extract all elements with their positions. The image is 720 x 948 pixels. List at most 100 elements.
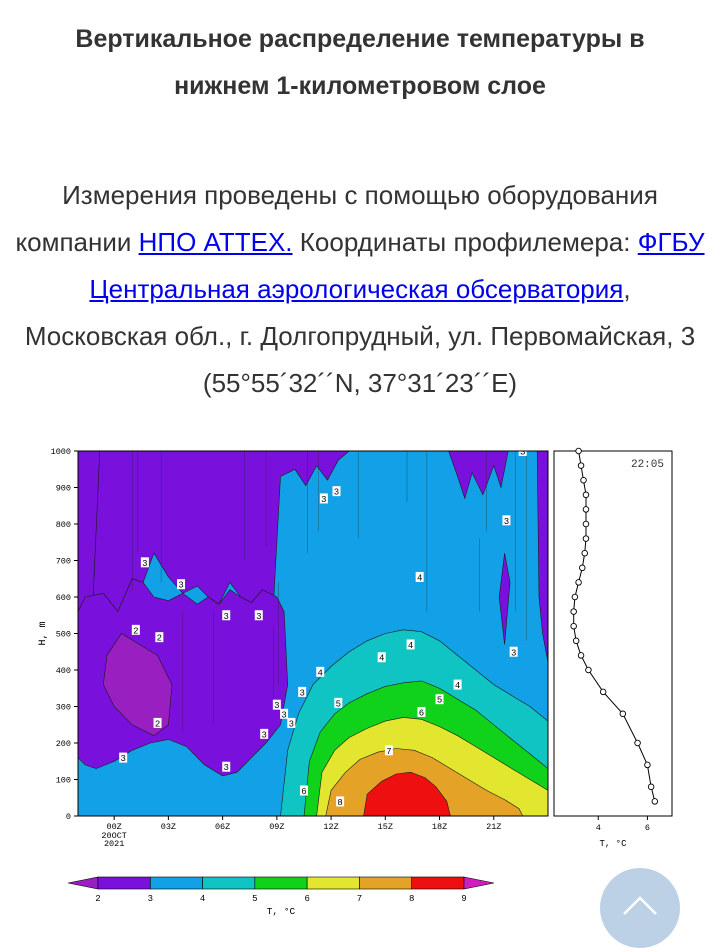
cao-link[interactable]: ФГБУ Центральная аэрологическая обсерват… <box>89 227 705 304</box>
x-date-label: 20OCT <box>101 831 127 841</box>
x-tick-label: 18Z <box>432 822 447 832</box>
colorbar-segment <box>202 876 256 890</box>
colorbar-tick-label: 8 <box>409 894 414 904</box>
contour-label: 3 <box>120 754 125 764</box>
x-date-label: 2021 <box>104 839 124 849</box>
profile-point <box>647 783 655 791</box>
y-tick-label: 600 <box>56 593 71 603</box>
contour-label-box <box>153 717 162 728</box>
profile-point <box>575 447 582 455</box>
contour-label-box <box>332 486 341 497</box>
profile-point <box>619 710 627 718</box>
y-tick-label: 400 <box>56 666 71 676</box>
contour-label-box <box>336 796 345 807</box>
contour-label: 3 <box>321 495 326 505</box>
contour-label: 2 <box>155 719 160 729</box>
contour-label: 3 <box>504 517 509 527</box>
contour-label-box <box>222 761 231 772</box>
contour-label-box <box>119 752 128 763</box>
colorbar-tick-label: 3 <box>148 894 153 904</box>
profile-point <box>577 652 585 659</box>
intro-text: Измерения проведены с помощью оборудован… <box>15 180 658 257</box>
colorbar-segment <box>149 876 203 890</box>
contour-label-box <box>384 745 393 756</box>
contour-label: 2 <box>133 626 138 636</box>
colorbar-cap-right <box>463 876 495 890</box>
contour-label-box <box>377 652 386 663</box>
profile-point <box>651 798 659 805</box>
contour-label: 3 <box>261 730 266 740</box>
contour-label-box <box>131 624 140 635</box>
y-tick-label: 500 <box>56 630 71 640</box>
contour-label: 3 <box>224 612 229 622</box>
profile-x-tick-label: 6 <box>645 823 650 833</box>
y-tick-label: 800 <box>56 520 71 530</box>
profile-point <box>581 549 588 557</box>
profile-point <box>570 608 577 615</box>
y-axis-label: H, m <box>38 621 49 645</box>
profile-point <box>644 761 651 769</box>
contour-label-box <box>316 666 325 677</box>
band-1-2 <box>102 633 173 737</box>
x-tick-label: 00Z <box>106 822 121 832</box>
colorbar-cap-left <box>67 876 99 890</box>
band-2-3 <box>498 553 511 645</box>
profile-x-tick-label: 4 <box>596 823 601 833</box>
contour-label: 3 <box>224 763 229 773</box>
colorbar: 2 3 4 5 6 7 8 9 T, °C <box>67 876 495 917</box>
scroll-to-top-button[interactable] <box>600 868 680 948</box>
contour-label: 3 <box>511 648 516 658</box>
profile-plot: 22:05 4 6 T, °C <box>553 447 673 849</box>
colorbar-segment <box>254 876 308 890</box>
colorbar-label: T, °C <box>267 906 296 916</box>
profile-point <box>579 564 586 572</box>
profile-point <box>582 506 590 513</box>
colorbar-tick-label: 9 <box>461 894 466 904</box>
contour-label: 2 <box>157 634 162 644</box>
contour-label-box <box>254 610 263 621</box>
contour-label: 3 <box>178 581 183 591</box>
profile-point <box>582 520 590 528</box>
contour-label: 3 <box>299 688 304 698</box>
contour-label-box <box>415 571 424 582</box>
contour-label: 3 <box>142 559 147 569</box>
contour-label-box <box>260 728 269 739</box>
colorbar-tick-label: 5 <box>252 894 257 904</box>
contour-label: 4 <box>455 681 460 691</box>
colorbar-segment <box>97 876 151 890</box>
contour-label: 4 <box>417 573 422 583</box>
x-tick-label: 21Z <box>486 822 501 832</box>
contour-label: 7 <box>386 747 391 757</box>
contour-label: 4 <box>318 668 323 678</box>
contour-label: 5 <box>336 699 341 709</box>
profile-point <box>571 593 579 601</box>
attex-link[interactable]: НПО АТТЕХ. <box>138 227 293 257</box>
contour-label-box <box>518 451 527 456</box>
x-tick-label: 12Z <box>323 822 338 832</box>
x-tick-label: 15Z <box>378 822 393 832</box>
contour-label-box <box>298 686 307 697</box>
colorbar-segment <box>359 876 413 890</box>
band-8-9 <box>363 771 451 816</box>
y-tick-label: 300 <box>56 703 71 713</box>
y-tick-label: 0 <box>66 812 71 822</box>
contour-label: 5 <box>437 696 442 706</box>
profile-frame <box>553 450 673 817</box>
page-title: Вертикальное распределение температуры в… <box>75 25 645 100</box>
contour-label-box <box>502 515 511 526</box>
contour-label: 4 <box>408 641 413 651</box>
contour-label-box <box>406 639 415 650</box>
profile-point <box>575 579 582 586</box>
contour-label: 3 <box>274 701 279 711</box>
profile-point <box>572 637 580 645</box>
contour-label: 6 <box>301 787 306 797</box>
contour-label: 6 <box>419 708 424 718</box>
profile-point <box>599 688 607 696</box>
profile-point <box>577 462 585 469</box>
colorbar-tick-label: 6 <box>304 894 309 904</box>
y-tick-label: 200 <box>56 739 71 749</box>
colorbar-tick-label: 2 <box>95 894 100 904</box>
profile-point <box>582 491 590 499</box>
contour-label-box <box>280 708 289 719</box>
